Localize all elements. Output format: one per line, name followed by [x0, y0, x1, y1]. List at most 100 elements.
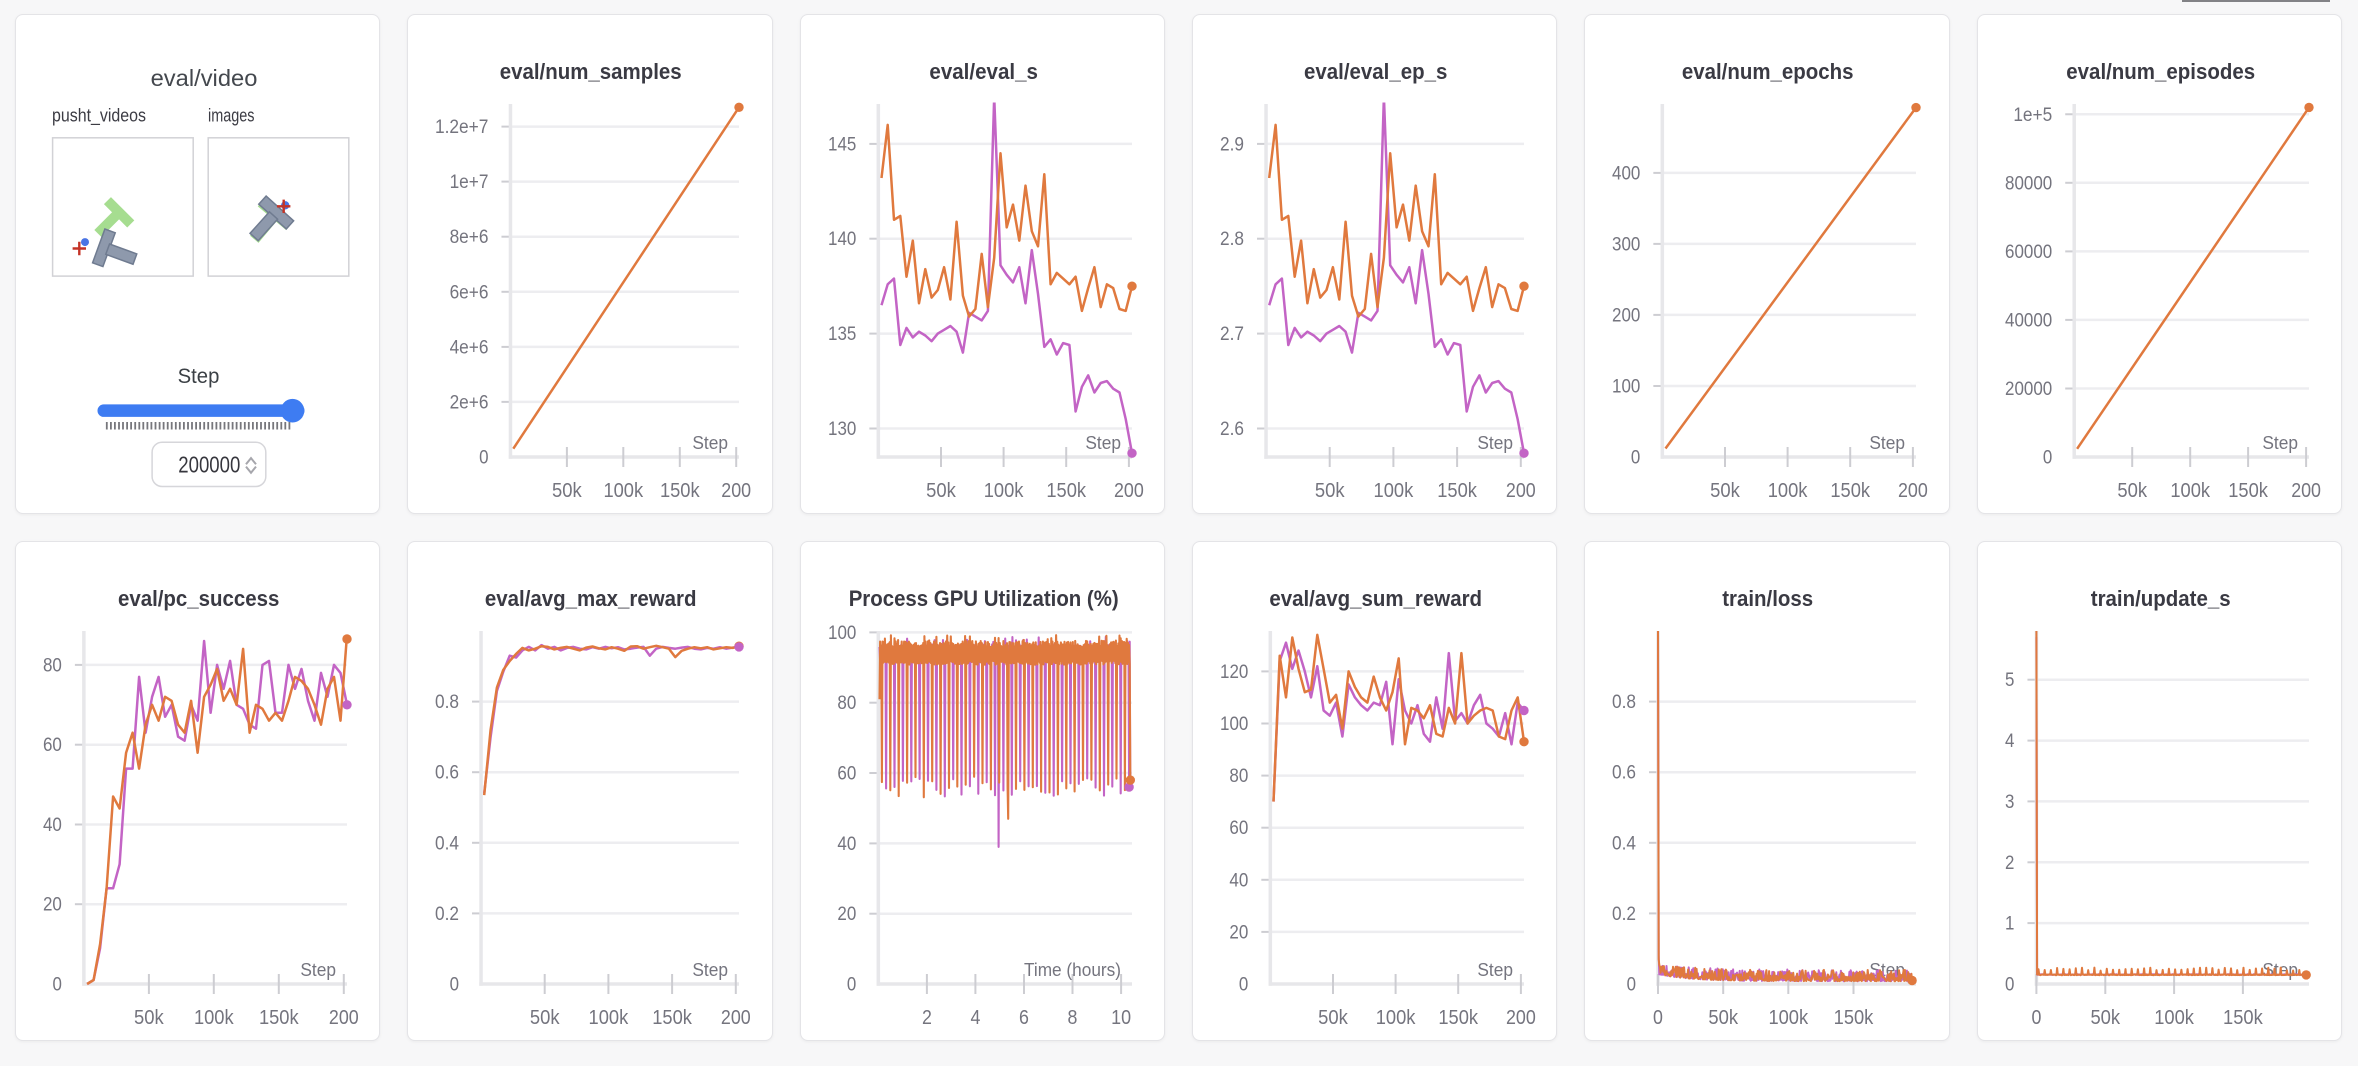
- svg-text:200: 200: [1506, 1007, 1536, 1029]
- svg-text:20: 20: [43, 895, 62, 916]
- svg-text:1: 1: [2005, 914, 2014, 935]
- svg-text:eval/avg_sum_reward: eval/avg_sum_reward: [1269, 586, 1482, 611]
- svg-text:0.2: 0.2: [435, 904, 459, 925]
- svg-text:60: 60: [837, 764, 856, 785]
- svg-text:300: 300: [1612, 234, 1640, 255]
- svg-text:100: 100: [828, 623, 856, 644]
- svg-text:images: images: [208, 106, 255, 126]
- svg-text:100k: 100k: [604, 480, 645, 502]
- svg-text:100k: 100k: [2154, 1007, 2195, 1029]
- svg-text:0: 0: [2005, 975, 2014, 996]
- svg-text:4: 4: [970, 1007, 980, 1029]
- svg-text:0: 0: [847, 975, 856, 996]
- svg-text:400: 400: [1612, 163, 1640, 184]
- svg-text:0.4: 0.4: [435, 833, 459, 854]
- svg-text:100k: 100k: [194, 1007, 235, 1029]
- svg-text:pusht_videos: pusht_videos: [52, 106, 146, 127]
- svg-text:10: 10: [1111, 1007, 1131, 1029]
- svg-text:6: 6: [1019, 1007, 1029, 1029]
- svg-text:2.8: 2.8: [1220, 229, 1244, 250]
- svg-text:80000: 80000: [2005, 173, 2052, 194]
- svg-text:50k: 50k: [2117, 480, 2148, 502]
- svg-text:0.8: 0.8: [435, 692, 459, 713]
- svg-text:40: 40: [43, 815, 62, 836]
- svg-text:0: 0: [1631, 448, 1640, 469]
- svg-text:0: 0: [450, 975, 459, 996]
- svg-text:50k: 50k: [1315, 480, 1346, 502]
- svg-text:Step: Step: [1477, 959, 1513, 980]
- svg-text:100k: 100k: [1769, 1007, 1810, 1029]
- svg-text:100: 100: [1612, 377, 1640, 398]
- svg-text:150k: 150k: [1834, 1007, 1875, 1029]
- svg-text:train/update_s: train/update_s: [2090, 586, 2230, 611]
- svg-text:20: 20: [837, 904, 856, 925]
- svg-text:eval/eval_ep_s: eval/eval_ep_s: [1304, 59, 1447, 84]
- svg-text:Step: Step: [2262, 432, 2298, 453]
- svg-text:100k: 100k: [1768, 480, 1809, 502]
- svg-text:200: 200: [1506, 480, 1536, 502]
- svg-text:Step: Step: [1477, 432, 1513, 453]
- svg-text:200: 200: [329, 1007, 359, 1029]
- svg-text:2: 2: [922, 1007, 932, 1029]
- svg-text:0: 0: [479, 448, 488, 469]
- svg-text:60: 60: [43, 735, 62, 756]
- svg-text:100k: 100k: [2170, 480, 2211, 502]
- svg-text:Step: Step: [693, 432, 729, 453]
- svg-text:50k: 50k: [1709, 1007, 1740, 1029]
- svg-text:150k: 150k: [660, 480, 701, 502]
- svg-text:eval/avg_max_reward: eval/avg_max_reward: [485, 586, 697, 611]
- svg-text:140: 140: [828, 229, 856, 250]
- svg-text:2: 2: [2005, 853, 2014, 874]
- svg-text:train/loss: train/loss: [1722, 586, 1813, 611]
- svg-text:40000: 40000: [2005, 310, 2052, 331]
- svg-text:150k: 150k: [1437, 480, 1478, 502]
- svg-text:120: 120: [1220, 662, 1248, 683]
- svg-text:50k: 50k: [530, 1007, 561, 1029]
- svg-text:2.7: 2.7: [1220, 324, 1244, 345]
- svg-text:0: 0: [1653, 1007, 1663, 1029]
- svg-text:200: 200: [1114, 480, 1144, 502]
- svg-text:60: 60: [1229, 818, 1248, 839]
- svg-text:6e+6: 6e+6: [450, 282, 489, 303]
- svg-text:150k: 150k: [259, 1007, 300, 1029]
- svg-text:40: 40: [1229, 870, 1248, 891]
- svg-text:Step: Step: [1870, 432, 1906, 453]
- svg-text:Step: Step: [300, 959, 336, 980]
- svg-text:eval/num_episodes: eval/num_episodes: [2066, 59, 2255, 84]
- svg-text:0.4: 0.4: [1612, 833, 1636, 854]
- svg-text:50k: 50k: [552, 480, 583, 502]
- svg-text:eval/num_samples: eval/num_samples: [500, 59, 682, 84]
- svg-text:50k: 50k: [134, 1007, 165, 1029]
- svg-text:Step: Step: [693, 959, 729, 980]
- svg-text:0.8: 0.8: [1612, 692, 1636, 713]
- svg-text:2e+6: 2e+6: [450, 392, 489, 413]
- svg-text:8: 8: [1067, 1007, 1077, 1029]
- svg-text:0.6: 0.6: [435, 763, 459, 784]
- svg-text:0: 0: [2031, 1007, 2041, 1029]
- svg-text:0: 0: [1627, 975, 1636, 996]
- svg-text:100k: 100k: [1374, 480, 1415, 502]
- svg-text:20000: 20000: [2005, 379, 2052, 400]
- svg-text:3: 3: [2005, 792, 2014, 813]
- svg-text:200: 200: [721, 1007, 751, 1029]
- svg-text:135: 135: [828, 324, 856, 345]
- svg-text:5: 5: [2005, 670, 2014, 691]
- svg-text:4: 4: [2005, 731, 2015, 752]
- svg-text:200: 200: [2291, 480, 2321, 502]
- svg-text:eval/pc_success: eval/pc_success: [118, 586, 280, 611]
- svg-text:150k: 150k: [1046, 480, 1087, 502]
- svg-text:100k: 100k: [589, 1007, 630, 1029]
- svg-text:130: 130: [828, 419, 856, 440]
- svg-text:150k: 150k: [2228, 480, 2269, 502]
- svg-text:100: 100: [1220, 714, 1248, 735]
- svg-text:Step: Step: [178, 365, 220, 388]
- svg-text:150k: 150k: [653, 1007, 694, 1029]
- svg-text:145: 145: [828, 134, 856, 155]
- svg-text:0.6: 0.6: [1612, 763, 1636, 784]
- svg-text:40: 40: [837, 834, 856, 855]
- svg-text:80: 80: [1229, 766, 1248, 787]
- svg-text:60000: 60000: [2005, 242, 2052, 263]
- svg-text:50k: 50k: [2090, 1007, 2121, 1029]
- svg-text:100k: 100k: [1376, 1007, 1417, 1029]
- svg-text:200: 200: [722, 480, 752, 502]
